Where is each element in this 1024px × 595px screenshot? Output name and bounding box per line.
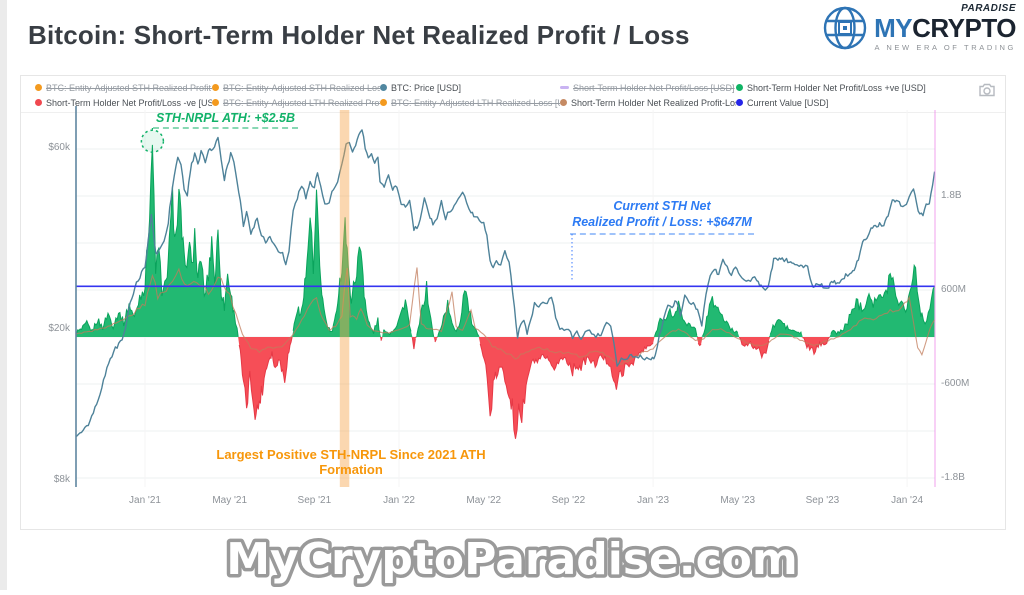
legend-item-7[interactable]: BTC: Entity-Adjusted LTH Realized Loss [… [380,95,560,110]
legend-marker [560,86,569,89]
page-title: Bitcoin: Short-Term Holder Net Realized … [28,20,690,50]
legend-marker [35,99,42,106]
legend-marker [380,84,387,91]
legend-marker [560,99,567,106]
annotation-band-label: Largest Positive STH-NRPL Since 2021 ATH… [216,447,486,477]
legend-item-9[interactable]: Current Value [USD] [736,95,1005,110]
y-right-tick: -1.8B [941,472,965,483]
legend-label: Short-Term Holder Net Profit/Loss +ve [U… [747,82,926,93]
ath-marker-circle [140,129,165,153]
legend-marker [736,99,743,106]
x-axis-tick: May '23 [720,495,756,506]
legend-label: Short-Term Holder Net Profit/Loss [USD] [573,82,735,93]
legend-label: Short-Term Holder Net Profit/Loss -ve [U… [46,97,212,108]
chart-legend: BTC: Entity-Adjusted STH Realized Profit… [21,76,1005,113]
legend-label: BTC: Entity-Adjusted LTH Realized Profit… [223,97,380,108]
camera-icon [979,83,995,97]
site-watermark: MyCryptoParadise.com [0,528,1024,590]
legend-item-0[interactable]: BTC: Entity-Adjusted STH Realized Profit… [35,80,212,95]
legend-marker [212,99,219,106]
y-left-tick: $20k [48,322,70,334]
legend-marker [35,84,42,91]
legend-marker [212,84,219,91]
y-left-tick: $8k [53,473,70,485]
legend-marker [380,99,387,106]
svg-text:MyCryptoParadise.com: MyCryptoParadise.com [226,534,798,585]
legend-marker [736,84,743,91]
logo-tagline: A NEW ERA OF TRADING [874,43,1016,52]
x-axis-tick: Sep '22 [551,495,586,506]
legend-item-3[interactable]: Short-Term Holder Net Profit/Loss [USD] [560,80,736,95]
y-right-tick: -600M [941,378,970,389]
x-axis-tick: May '21 [212,495,248,506]
page-left-strip [0,0,7,590]
y-right-tick: 1.8B [941,190,962,201]
legend-item-6[interactable]: BTC: Entity-Adjusted LTH Realized Profit… [212,95,380,110]
x-axis-tick: May '22 [466,495,502,506]
logo-main-text: MYCRYPTO [874,13,1016,43]
legend-label: Current Value [USD] [747,97,829,108]
chart-plot-area[interactable] [0,0,1024,530]
legend-item-8[interactable]: Short-Term Holder Net Realized Profit-Lo… [560,95,736,110]
legend-label: BTC: Entity-Adjusted STH Realized Profit… [46,82,212,93]
highlight-band [339,110,350,487]
x-axis-tick: Sep '23 [805,495,840,506]
legend-label: BTC: Entity-Adjusted LTH Realized Loss [… [391,97,560,108]
x-axis-tick: Jan '24 [891,495,924,506]
legend-item-5[interactable]: Short-Term Holder Net Profit/Loss -ve [U… [35,95,212,110]
screenshot-camera-button[interactable] [978,82,996,98]
legend-item-2[interactable]: BTC: Price [USD] [380,80,560,95]
x-axis-tick: Jan '22 [383,495,415,506]
y-right-tick: 600M [941,284,967,295]
annotation-ath: STH-NRPL ATH: +$2.5B [153,111,299,129]
legend-item-1[interactable]: BTC: Entity-Adjusted STH Realized Loss [… [212,80,380,95]
legend-label: Short-Term Holder Net Realized Profit-Lo… [571,97,736,108]
x-axis-tick: Jan '21 [129,495,161,506]
logo-paradise-text: PARADISE [961,3,1016,14]
globe-circuit-icon [823,6,867,49]
brand-logo: PARADISE MYCRYPTO A NEW ERA OF TRADING [822,4,1016,52]
y-left-tick: $60k [48,142,70,153]
legend-label: BTC: Price [USD] [391,82,462,93]
annotation-current-value: Current STH Net Realized Profit / Loss: … [570,199,754,236]
legend-label: BTC: Entity-Adjusted STH Realized Loss [… [223,82,380,93]
x-axis-tick: Sep '21 [297,495,332,506]
chart-canvas [75,106,936,487]
legend-item-4[interactable]: Short-Term Holder Net Profit/Loss +ve [U… [736,80,1005,95]
x-axis-tick: Jan '23 [637,495,670,506]
